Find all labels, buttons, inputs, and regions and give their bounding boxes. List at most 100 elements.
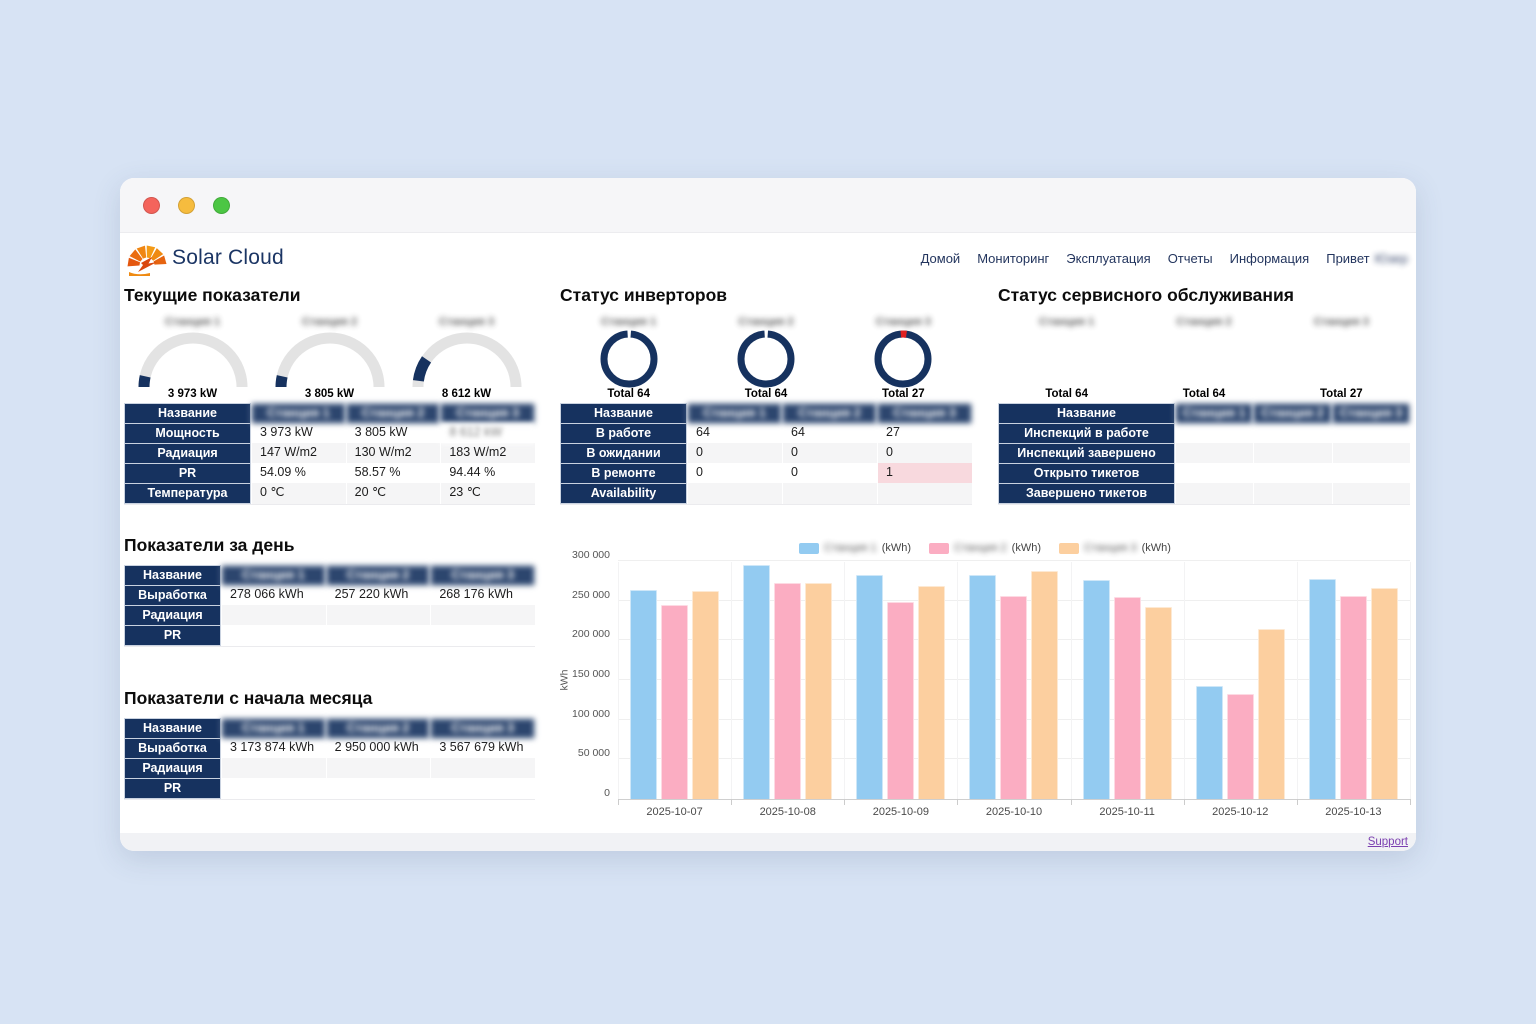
table-row: Открыто тикетов <box>998 463 1410 484</box>
gauge-station-name: Станция 1 <box>164 316 221 328</box>
table-cell: 268 176 kWh <box>430 585 535 606</box>
close-window-button[interactable] <box>143 196 160 214</box>
table-cell <box>325 778 431 799</box>
group-separator <box>1070 562 1072 799</box>
y-tick-label: 200 000 <box>572 628 610 641</box>
legend-series-unit: (kWh) <box>1011 542 1041 554</box>
table-cell: 0 <box>687 443 782 464</box>
row-label: Открыто тикетов <box>998 463 1175 484</box>
nav-item-5[interactable]: Информация <box>1229 250 1310 266</box>
row-label: Радиация <box>124 443 251 464</box>
table-station-header: Станция 1 <box>221 565 326 586</box>
table-cell: 58.57 % <box>345 463 441 484</box>
donut-station-name: Станция 1 <box>601 316 657 328</box>
group-separator <box>731 562 733 799</box>
x-tick-mark <box>1070 799 1072 805</box>
bar <box>774 583 802 799</box>
section-daily-metrics: Показатели за день Название Станция 1 Стан… <box>124 535 535 647</box>
row-label: Availability <box>560 483 687 504</box>
monthly-metrics-table: Название Станция 1 Станция 2 Станция 3 Выраб… <box>124 718 535 800</box>
bar <box>887 602 915 799</box>
nav-greeting[interactable]: Привет Юзер <box>1326 251 1408 266</box>
table-header-label: Название <box>998 403 1175 424</box>
table-cell: 27 <box>877 423 972 444</box>
support-link[interactable]: Support <box>1367 836 1408 848</box>
y-tick-label: 50 000 <box>577 747 610 760</box>
section-title: Статус сервисного обслуживания <box>998 285 1294 305</box>
main-navigation: Домой Мониторинг Эксплуатация Отчеты Информа… <box>921 251 1408 266</box>
brand-name: Solar Cloud <box>172 246 284 269</box>
donut-charts <box>560 330 972 388</box>
bar-group <box>957 562 1070 799</box>
donut-chart <box>560 330 697 388</box>
gauge-station-name: Станция 2 <box>301 316 358 328</box>
table-cell <box>1331 463 1410 484</box>
table-row: Инспекций в работе <box>998 423 1410 444</box>
bar <box>1082 580 1110 799</box>
x-tick-mark <box>957 799 959 805</box>
x-tick-mark <box>1296 799 1298 805</box>
bar <box>1031 571 1059 799</box>
group-separator <box>1410 562 1411 799</box>
table-row: Выработка 3 173 874 kWh 2 950 000 kWh 3 567… <box>124 738 535 759</box>
sun-logo-icon <box>124 236 170 281</box>
chart-plot-area <box>618 560 1411 805</box>
table-row: Радиация 147 W/m2 130 W/m2 183 W/m2 <box>124 443 535 464</box>
table-row: PR <box>124 778 535 799</box>
minimize-window-button[interactable] <box>178 196 195 214</box>
row-label: Мощность <box>124 423 251 444</box>
table-cell: 183 W/m2 <box>440 443 535 464</box>
bar <box>743 565 771 799</box>
table-cell <box>1331 483 1410 504</box>
bar <box>918 586 946 799</box>
table-row: Выработка 278 066 kWh 257 220 kWh 268 176 k… <box>124 585 535 606</box>
table-cell: 0 <box>877 443 972 464</box>
table-cell: 278 066 kWh <box>221 585 326 606</box>
nav-item-4[interactable]: Отчеты <box>1167 250 1213 266</box>
table-cell: 64 <box>687 423 782 444</box>
service-total: Total 27 <box>1320 388 1363 400</box>
table-row: Мощность 3 973 kW 3 805 kW 8 612 kW <box>124 423 535 444</box>
nav-item-3[interactable]: Эксплуатация <box>1066 250 1151 266</box>
table-cell: 3 805 kW <box>345 423 441 444</box>
row-label: В работе <box>560 423 687 444</box>
bar <box>1000 595 1028 799</box>
row-label: PR <box>124 625 221 646</box>
row-label: PR <box>124 463 251 484</box>
table-station-header: Станция 2 <box>345 403 441 424</box>
table-header-label: Название <box>560 403 687 424</box>
row-label: Радиация <box>124 758 221 779</box>
table-row: Availability <box>560 483 972 504</box>
table-cell: 2 950 000 kWh <box>325 738 431 759</box>
table-row: Радиация <box>124 605 535 626</box>
legend-swatch <box>1058 542 1079 554</box>
donut-totals: Total 64 Total 64 Total 27 <box>560 388 972 400</box>
x-axis-label: 2025-10-10 <box>985 806 1043 818</box>
bar <box>1144 607 1172 799</box>
bar <box>856 574 884 799</box>
row-label: Инспекций в работе <box>998 423 1175 444</box>
bar-group <box>1184 562 1297 799</box>
table-header-row: Название Станция 1 Станция 2 Станция 3 <box>124 718 535 739</box>
row-label: Радиация <box>124 605 221 626</box>
row-label: В ожидании <box>560 443 687 464</box>
gauge-charts <box>124 330 535 390</box>
table-row: Завершено тикетов <box>998 483 1410 504</box>
bar <box>1257 629 1285 799</box>
y-tick-label: 100 000 <box>572 707 610 720</box>
username-blurred: Юзер <box>1374 250 1408 266</box>
bar <box>1308 579 1336 799</box>
maximize-window-button[interactable] <box>213 196 230 214</box>
gauge-values: 3 973 kW 3 805 kW 8 612 kW <box>124 388 535 400</box>
section-title: Показатели за день <box>124 535 295 555</box>
table-row: PR 54.09 % 58.57 % 94.44 % <box>124 463 535 484</box>
chart-legend: Станция 1 (kWh) Станция 2 (kWh) Станция 3 (kW… <box>560 540 1410 556</box>
nav-item-1[interactable]: Домой <box>920 250 961 266</box>
table-row: В ожидании 0 0 0 <box>560 443 972 464</box>
legend-item: Станция 2 (kWh) <box>929 542 1041 554</box>
bar <box>1370 588 1398 799</box>
nav-item-2[interactable]: Мониторинг <box>977 250 1050 266</box>
bar <box>1113 596 1141 799</box>
legend-swatch <box>929 542 950 554</box>
table-cell <box>430 758 535 779</box>
